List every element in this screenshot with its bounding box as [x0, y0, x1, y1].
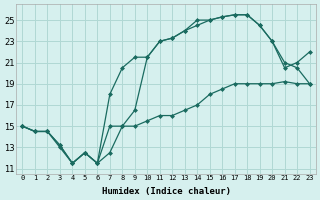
X-axis label: Humidex (Indice chaleur): Humidex (Indice chaleur): [101, 187, 230, 196]
